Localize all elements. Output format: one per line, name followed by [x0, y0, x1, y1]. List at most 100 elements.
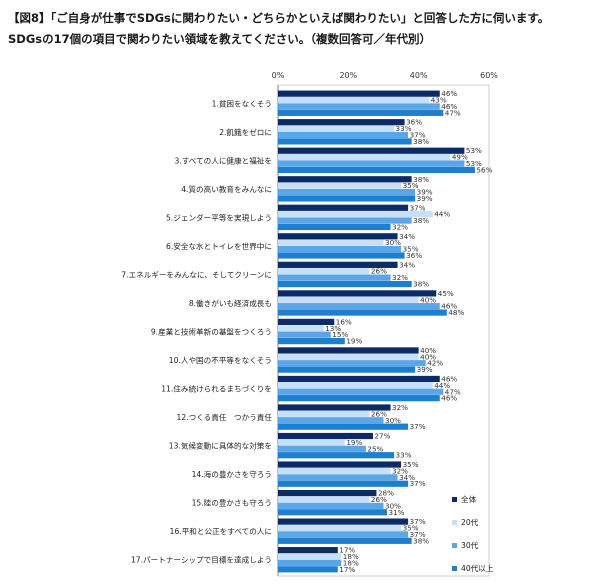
category-label: 10.人や国の不平等をなくそう	[169, 355, 272, 365]
bar	[278, 268, 370, 275]
data-label: 56%	[476, 165, 492, 174]
data-label: 38%	[413, 137, 429, 146]
bar	[278, 239, 384, 246]
data-label: 37%	[410, 479, 426, 488]
data-label: 19%	[346, 337, 362, 346]
bar	[278, 166, 475, 174]
bar	[278, 547, 338, 554]
bar	[278, 353, 419, 360]
bar	[278, 131, 409, 139]
bar	[278, 502, 384, 509]
data-label: 48%	[448, 308, 464, 317]
data-label: 19%	[346, 438, 362, 447]
bar	[278, 375, 440, 383]
category-label: 17.パートナーシップで目標を達成しよう	[131, 555, 272, 565]
bar	[278, 119, 405, 126]
category-label: 1.貧困をなくそう	[212, 98, 272, 108]
bar	[278, 524, 402, 532]
data-label: 15%	[332, 330, 348, 339]
data-label: 25%	[367, 444, 383, 453]
data-label: 53%	[466, 159, 482, 168]
bar	[278, 280, 412, 288]
bar	[278, 195, 416, 202]
bar	[278, 566, 338, 573]
bar	[278, 347, 419, 354]
data-label: 32%	[392, 466, 408, 475]
data-label: 38%	[413, 536, 429, 545]
x-tick-label: 60%	[480, 71, 498, 80]
legend-swatch	[452, 520, 457, 525]
data-label: 46%	[441, 102, 457, 111]
bar	[278, 109, 444, 116]
data-label: 33%	[396, 124, 412, 133]
data-label: 16%	[336, 317, 352, 326]
bar	[278, 404, 391, 411]
data-label: 33%	[396, 451, 412, 460]
data-label: 35%	[403, 460, 419, 469]
data-label: 34%	[399, 232, 415, 241]
bar	[278, 518, 409, 525]
data-label: 44%	[434, 381, 450, 390]
data-label: 17%	[339, 546, 355, 555]
bar	[278, 223, 391, 231]
data-label: 30%	[385, 238, 401, 247]
x-tick-label: 0%	[272, 71, 285, 80]
bar	[278, 331, 331, 338]
legend-label: 全体	[461, 494, 477, 504]
category-label: 16.平和と公正をすべての人に	[170, 527, 272, 536]
legend-label: 20代	[461, 517, 479, 527]
data-label: 34%	[399, 260, 415, 269]
bar	[278, 537, 412, 544]
category-label: 14.海の豊かさを守ろう	[192, 469, 272, 479]
bar	[278, 252, 405, 259]
category-label: 9.産業と技術革新の基盤をつくろう	[151, 327, 272, 337]
bar	[278, 559, 342, 567]
legend-label: 30代	[461, 540, 479, 550]
bar	[278, 474, 398, 481]
bar	[278, 182, 402, 189]
bar	[278, 147, 465, 154]
bar	[278, 296, 419, 303]
data-label: 30%	[385, 501, 401, 510]
bar	[278, 211, 433, 218]
legend-swatch	[452, 543, 457, 548]
data-label: 39%	[417, 188, 433, 197]
data-label: 53%	[466, 146, 482, 155]
data-label: 46%	[441, 302, 457, 311]
bar	[278, 176, 412, 183]
data-label: 35%	[403, 524, 419, 533]
data-label: 38%	[413, 280, 429, 289]
data-label: 46%	[441, 394, 457, 403]
bar	[278, 90, 440, 97]
data-label: 43%	[431, 96, 447, 105]
bar	[278, 423, 409, 430]
data-label: 35%	[403, 181, 419, 190]
data-label: 37%	[410, 530, 426, 539]
bar	[278, 366, 416, 373]
bar	[278, 360, 426, 367]
chart-title: 【図8】「ご自身が仕事でSDGsに関わりたい・どちらかといえば関わりたい」と回答…	[8, 8, 598, 50]
bar	[278, 138, 412, 145]
bar	[278, 274, 391, 281]
data-label: 35%	[403, 245, 419, 254]
data-label: 37%	[410, 130, 426, 139]
data-label: 38%	[413, 216, 429, 225]
category-label: 6.安全な水とトイレを世界中に	[166, 241, 272, 251]
data-label: 32%	[392, 403, 408, 412]
bar	[278, 261, 398, 268]
title-line-1: 【図8】「ご自身が仕事でSDGsに関わりたい・どちらかといえば関わりたい」と回答…	[8, 11, 550, 25]
category-label: 7.エネルギーをみんなに、そしてクリーンに	[121, 270, 272, 279]
bar	[278, 309, 447, 316]
bar	[278, 445, 366, 452]
data-label: 18%	[343, 558, 359, 567]
bar	[278, 480, 409, 487]
data-label: 28%	[378, 489, 394, 498]
legend-swatch	[452, 497, 457, 502]
category-label: 5.ジェンダー平等を実現しよう	[166, 212, 272, 222]
bar	[278, 410, 370, 417]
category-label: 12.つくる責任 つかう責任	[177, 412, 273, 422]
data-label: 18%	[343, 552, 359, 561]
category-label: 8.働きがいも経済成長も	[189, 298, 272, 308]
data-label: 31%	[389, 508, 405, 517]
data-label: 38%	[413, 175, 429, 184]
